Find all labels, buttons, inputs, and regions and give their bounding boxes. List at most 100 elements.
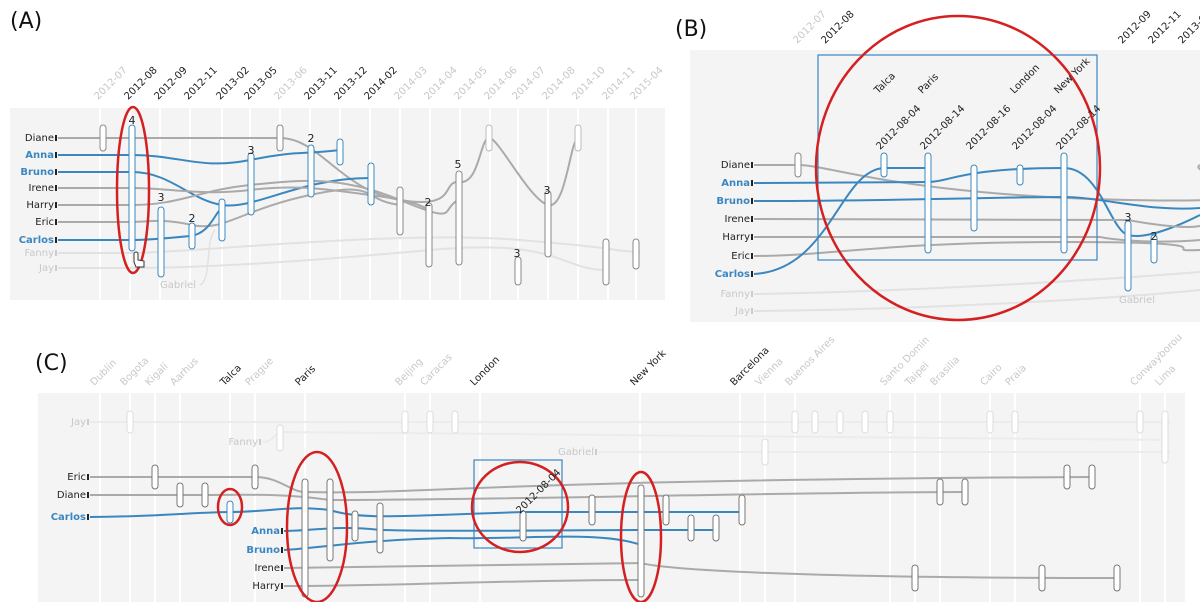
node	[738, 494, 746, 526]
node	[936, 478, 944, 506]
node	[1060, 152, 1068, 254]
node	[276, 424, 284, 452]
character-name: Fanny	[720, 289, 750, 300]
node	[301, 478, 309, 598]
node	[151, 464, 159, 490]
node	[376, 502, 384, 554]
highlight-ellipse	[814, 14, 1102, 322]
node	[99, 124, 107, 152]
node	[1136, 410, 1144, 434]
storyline	[58, 246, 607, 271]
name-tick	[55, 237, 57, 243]
node	[367, 162, 375, 206]
node	[632, 238, 640, 270]
node	[176, 482, 184, 508]
node	[157, 206, 165, 278]
storyline	[90, 491, 966, 502]
count-label: 2	[1151, 230, 1158, 243]
node	[1088, 464, 1096, 490]
count-label: 2	[308, 132, 315, 145]
node	[712, 514, 720, 542]
node	[218, 198, 226, 242]
panel-label: (B)	[675, 17, 707, 42]
node	[1063, 464, 1071, 490]
node	[276, 124, 284, 152]
character-name: Irene	[29, 183, 54, 194]
name-tick	[281, 565, 283, 571]
character-name: Fanny	[228, 437, 258, 448]
node	[401, 410, 409, 434]
location-label: Praia	[1003, 363, 1028, 388]
cursor-icon	[133, 251, 145, 268]
location-label: Prague	[243, 356, 275, 388]
character-name: Diane	[57, 490, 86, 501]
name-tick	[55, 202, 57, 208]
node	[251, 464, 259, 490]
count-label: 2	[425, 196, 432, 209]
node	[794, 152, 802, 178]
count-label: 4	[129, 114, 136, 127]
node	[326, 478, 334, 562]
storyline	[58, 236, 641, 254]
character-name: Bruno	[20, 167, 54, 178]
node	[485, 124, 493, 152]
node	[1161, 410, 1169, 464]
node	[836, 410, 844, 434]
node	[188, 222, 196, 250]
storyline	[753, 289, 1200, 312]
node	[544, 190, 552, 258]
count-label: 3	[1125, 211, 1132, 224]
character-name: Harry	[252, 581, 280, 592]
node	[307, 144, 315, 198]
character-name: Bruno	[716, 196, 750, 207]
name-tick	[55, 169, 57, 175]
node	[924, 152, 932, 254]
name-tick	[259, 439, 261, 445]
location-label: Brasilia	[928, 354, 962, 388]
character-name: Jay	[70, 417, 86, 428]
name-tick	[281, 528, 283, 534]
panel-b-background	[690, 50, 1200, 322]
character-name: Eric	[67, 472, 86, 483]
storyline	[199, 229, 216, 286]
storyline	[753, 218, 1200, 228]
node	[1150, 234, 1158, 264]
node	[961, 478, 969, 506]
node	[247, 152, 255, 216]
storyline	[283, 535, 642, 551]
name-tick	[751, 253, 753, 259]
count-label: 3	[544, 184, 551, 197]
node	[396, 186, 404, 236]
node	[911, 564, 919, 592]
character-name: Gabriel	[160, 280, 196, 291]
storyline	[753, 166, 1200, 237]
name-tick	[595, 449, 597, 455]
name-tick	[751, 271, 753, 277]
location-label: Cairo	[978, 362, 1004, 388]
node	[201, 482, 209, 508]
location-label: New York	[628, 348, 668, 388]
name-tick	[55, 219, 57, 225]
node	[588, 494, 596, 526]
character-name: Anna	[721, 178, 750, 189]
node	[426, 410, 434, 434]
node	[455, 170, 463, 266]
node	[811, 410, 819, 434]
node	[1038, 564, 1046, 592]
panel-label: (A)	[10, 9, 42, 34]
name-tick	[55, 135, 57, 141]
highlights	[115, 14, 1102, 602]
node	[451, 410, 459, 434]
highlight-ellipse	[285, 450, 349, 602]
character-name: Eric	[35, 217, 54, 228]
storyline	[754, 236, 1200, 243]
character-name: Fanny	[24, 248, 54, 259]
node	[425, 202, 433, 268]
name-tick	[87, 419, 89, 425]
storyline	[283, 579, 642, 587]
name-tick	[281, 547, 283, 553]
character-name: Carlos	[51, 512, 86, 523]
name-tick	[751, 216, 753, 222]
location-label: Caracas	[418, 352, 454, 388]
character-name: Gabriel	[558, 447, 594, 458]
